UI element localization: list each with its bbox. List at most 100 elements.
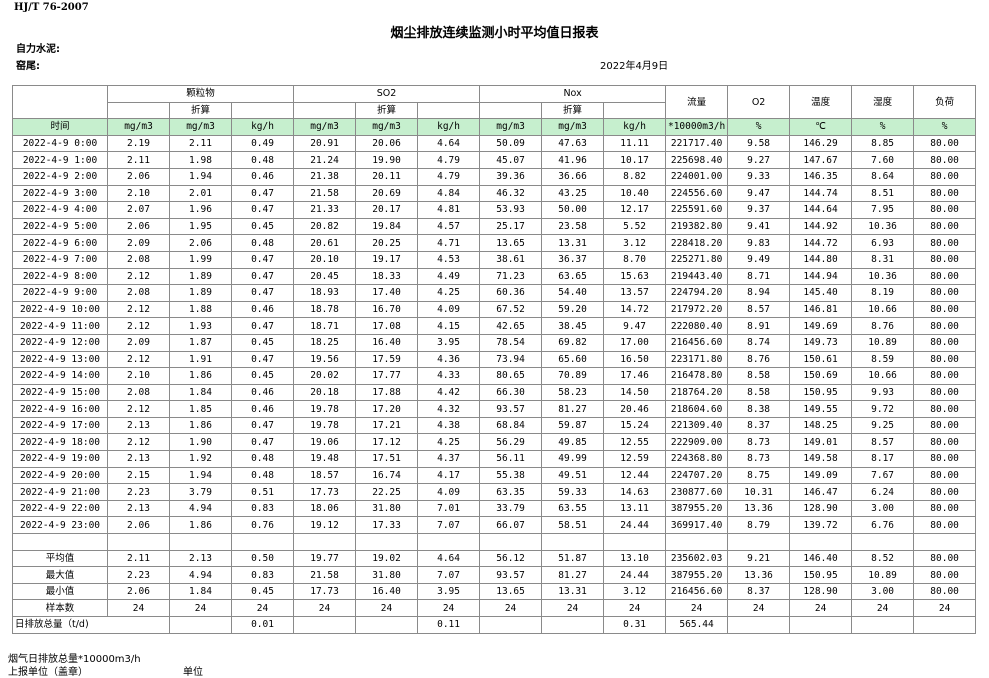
value-cell: 8.31 [851, 250, 915, 269]
summary-value: 24 [417, 599, 481, 617]
summary-value: 387955.20 [665, 566, 729, 584]
value-cell: 0.46 [230, 300, 295, 319]
unit-header: % [727, 118, 791, 136]
value-cell: 53.93 [479, 201, 543, 219]
unit: 窑尾: [16, 61, 40, 72]
table-row: 最大值 2.23 4.94 0.83 21.58 31.80 7.07 93.57 81.27 2… [12, 566, 977, 584]
value-cell: 2.08 [107, 250, 170, 269]
value-cell: 20.45 [293, 267, 357, 286]
value-cell: 149.55 [789, 400, 853, 418]
value-cell: 1.96 [169, 201, 232, 219]
value-cell: 18.71 [293, 317, 357, 335]
value-cell: 80.00 [913, 234, 977, 252]
blank-cell [293, 616, 357, 634]
unit-header: mg/m3 [107, 118, 170, 136]
value-cell: 47.63 [541, 134, 605, 153]
table-row: 2022-4-9 6:00 2.09 2.06 0.48 20.61 20.25 4.71 1… [12, 234, 977, 252]
value-cell: 139.72 [789, 516, 853, 535]
value-cell: 2.11 [107, 151, 170, 169]
time-cell: 2022-4-9 17:00 [12, 416, 108, 435]
value-cell: 15.24 [603, 416, 667, 435]
value-cell: 224707.20 [665, 466, 729, 485]
value-cell: 148.25 [789, 416, 853, 435]
summary-value: 4.64 [417, 549, 481, 568]
value-cell: 225271.80 [665, 250, 729, 269]
value-cell: 1.95 [169, 217, 232, 236]
time-cell: 2022-4-9 0:00 [12, 134, 108, 153]
value-cell: 1.86 [169, 416, 232, 435]
value-cell: 225591.60 [665, 201, 729, 219]
summary-value: 7.07 [417, 566, 481, 584]
value-cell: 21.38 [293, 167, 357, 186]
report-title: 烟尘排放连续监测小时平均值日报表 [390, 26, 599, 41]
value-cell: 16.70 [355, 300, 419, 319]
value-cell: 17.40 [355, 284, 419, 302]
value-cell: 8.75 [727, 466, 791, 485]
value-cell: 58.23 [541, 383, 605, 402]
value-cell: 80.00 [913, 167, 977, 186]
value-cell: 20.18 [293, 383, 357, 402]
unit-header: mg/m3 [541, 118, 605, 136]
summary-value: 21.58 [293, 566, 357, 584]
value-cell: 8.58 [727, 367, 791, 385]
value-cell: 146.81 [789, 300, 853, 319]
value-cell: 8.76 [727, 350, 791, 369]
summary-value: 3.95 [417, 582, 481, 601]
value-cell: 0.47 [230, 201, 295, 219]
value-cell: 4.81 [417, 201, 481, 219]
time-cell: 2022-4-9 13:00 [12, 350, 108, 369]
value-cell: 8.57 [851, 433, 915, 452]
value-cell: 73.94 [479, 350, 543, 369]
value-cell: 9.58 [727, 134, 791, 153]
value-cell: 8.57 [727, 300, 791, 319]
value-cell: 6.76 [851, 516, 915, 535]
value-cell: 14.72 [603, 300, 667, 319]
blank-cell [479, 616, 543, 634]
value-cell: 0.47 [230, 433, 295, 452]
value-cell: 1.88 [169, 300, 232, 319]
value-cell: 4.57 [417, 217, 481, 236]
value-cell: 2.09 [107, 333, 170, 352]
value-cell: 80.00 [913, 350, 977, 369]
value-cell: 66.30 [479, 383, 543, 402]
value-cell: 17.59 [355, 350, 419, 369]
summary-value: 24 [789, 599, 853, 617]
value-cell: 19.17 [355, 250, 419, 269]
converted-header: 折算 [541, 101, 605, 120]
value-cell: 56.29 [479, 433, 543, 452]
value-cell: 1.89 [169, 284, 232, 302]
value-cell: 17.33 [355, 516, 419, 535]
value-cell: 8.58 [727, 383, 791, 402]
summary-value: 80.00 [913, 582, 977, 601]
value-cell: 49.99 [541, 450, 605, 468]
time-cell: 2022-4-9 1:00 [12, 151, 108, 169]
value-cell: 217972.20 [665, 300, 729, 319]
summary-label: 最大值 [12, 566, 108, 584]
summary-value: 16.40 [355, 582, 419, 601]
value-cell: 20.46 [603, 400, 667, 418]
value-cell: 13.36 [727, 499, 791, 518]
table-row: 2022-4-9 15:00 2.08 1.84 0.46 20.18 17.88 4.42… [12, 383, 977, 402]
value-cell: 19.78 [293, 416, 357, 435]
blank-cell [789, 616, 853, 634]
value-cell: 39.36 [479, 167, 543, 186]
value-cell: 8.94 [727, 284, 791, 302]
value-cell: 3.79 [169, 483, 232, 501]
value-cell: 80.00 [913, 184, 977, 203]
table-row: 平均值 2.11 2.13 0.50 19.77 19.02 4.64 56.12 51.87 1… [12, 549, 977, 568]
value-cell: 20.11 [355, 167, 419, 186]
value-cell: 63.55 [541, 499, 605, 518]
value-cell: 144.92 [789, 217, 853, 236]
table-row: 2022-4-9 12:00 2.09 1.87 0.45 18.25 16.40 3.95… [12, 333, 977, 352]
value-cell: 49.85 [541, 433, 605, 452]
value-cell: 2.08 [107, 383, 170, 402]
group-header: Nox [479, 85, 667, 103]
table-row: 2022-4-9 21:00 2.23 3.79 0.51 17.73 22.25 4.09… [12, 483, 977, 501]
value-cell: 50.00 [541, 201, 605, 219]
value-cell: 4.71 [417, 234, 481, 252]
value-cell: 4.49 [417, 267, 481, 286]
summary-value: 17.73 [293, 582, 357, 601]
value-cell: 4.15 [417, 317, 481, 335]
summary-value: 24 [169, 599, 232, 617]
